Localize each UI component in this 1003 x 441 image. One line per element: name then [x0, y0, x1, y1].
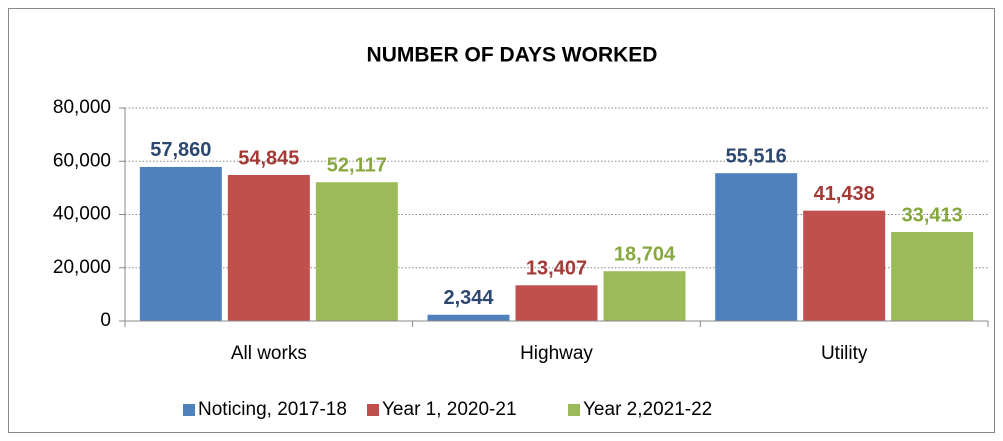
value-label: 41,438: [814, 183, 875, 205]
value-label: 55,516: [726, 145, 787, 167]
legend-swatch: [367, 404, 379, 416]
x-tick-label: Utility: [821, 343, 868, 364]
value-label: 33,413: [902, 204, 963, 226]
legend-label: Year 2,2021-22: [583, 399, 712, 420]
y-tick-label: 40,000: [53, 204, 111, 225]
value-label: 54,845: [238, 147, 299, 169]
legend-label: Year 1, 2020-21: [382, 399, 517, 420]
y-tick-label: 0: [100, 310, 111, 331]
x-tick-label: Highway: [520, 343, 593, 364]
value-label: 18,704: [614, 243, 676, 265]
legend-label: Noticing, 2017-18: [198, 399, 347, 420]
bar: [427, 314, 510, 321]
legend-swatch: [183, 404, 195, 416]
x-tick-label: All works: [231, 343, 307, 364]
value-label: 52,117: [327, 155, 387, 177]
value-label: 57,860: [150, 139, 211, 161]
y-tick-label: 20,000: [53, 257, 111, 278]
y-tick-label: 80,000: [53, 97, 111, 118]
bar: [803, 210, 886, 321]
bar: [139, 166, 222, 321]
bar: [227, 174, 310, 321]
y-tick-label: 60,000: [53, 150, 111, 171]
value-label: 13,407: [526, 258, 587, 280]
bar: [891, 232, 974, 321]
bar: [603, 271, 686, 321]
chart-title: NUMBER OF DAYS WORKED: [367, 44, 658, 67]
value-label: 2,344: [443, 287, 494, 309]
legend-swatch: [568, 404, 580, 416]
bar: [515, 285, 598, 321]
bar: [315, 182, 398, 321]
bar: [715, 173, 798, 321]
